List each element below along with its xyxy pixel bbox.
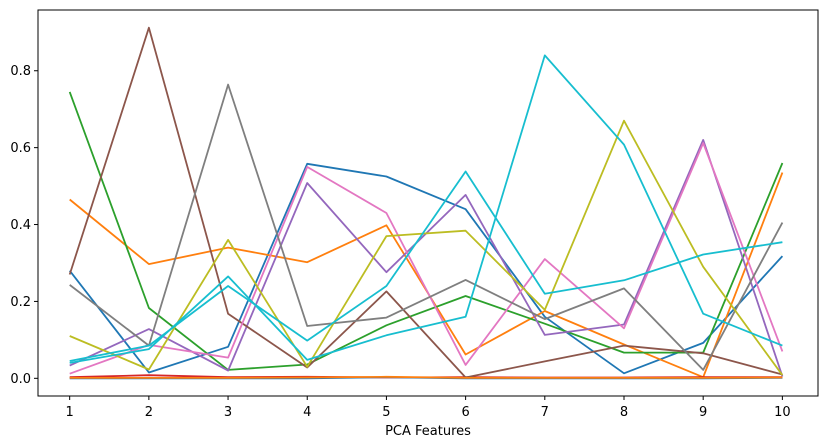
series-line-8 xyxy=(69,83,784,371)
y-tick-label: 0.0 xyxy=(10,372,31,387)
y-tick-label: 0.6 xyxy=(10,141,31,156)
x-tick-label: 10 xyxy=(774,405,791,420)
x-tick-label: 9 xyxy=(699,405,707,420)
x-tick-label: 8 xyxy=(620,405,628,420)
x-tick-label: 7 xyxy=(541,405,549,420)
x-axis-label: PCA Features xyxy=(385,424,471,439)
x-axis: 1 2 3 4 5 6 7 8 9 10 xyxy=(66,396,791,420)
x-tick-label: 1 xyxy=(66,405,74,420)
y-tick-label: 0.8 xyxy=(10,64,31,79)
series-layer xyxy=(68,26,784,380)
series-line-1 xyxy=(68,162,784,375)
plot-frame xyxy=(37,9,819,397)
series-line-10 xyxy=(69,54,783,364)
y-axis: 0.0 0.2 0.4 0.6 0.8 xyxy=(10,64,38,387)
series-line-7 xyxy=(69,142,784,375)
series-line-6 xyxy=(68,26,783,379)
x-tick-label: 3 xyxy=(224,405,232,420)
y-tick-label: 0.4 xyxy=(10,218,31,233)
series-line-12 xyxy=(69,375,783,379)
series-line-13 xyxy=(69,170,783,362)
x-tick-label: 6 xyxy=(461,405,469,420)
series-line-9 xyxy=(69,119,784,376)
x-tick-label: 4 xyxy=(303,405,311,420)
series-line-3 xyxy=(68,91,784,371)
x-tick-label: 5 xyxy=(382,405,390,420)
y-tick-label: 0.2 xyxy=(10,295,31,310)
x-tick-label: 2 xyxy=(145,405,153,420)
